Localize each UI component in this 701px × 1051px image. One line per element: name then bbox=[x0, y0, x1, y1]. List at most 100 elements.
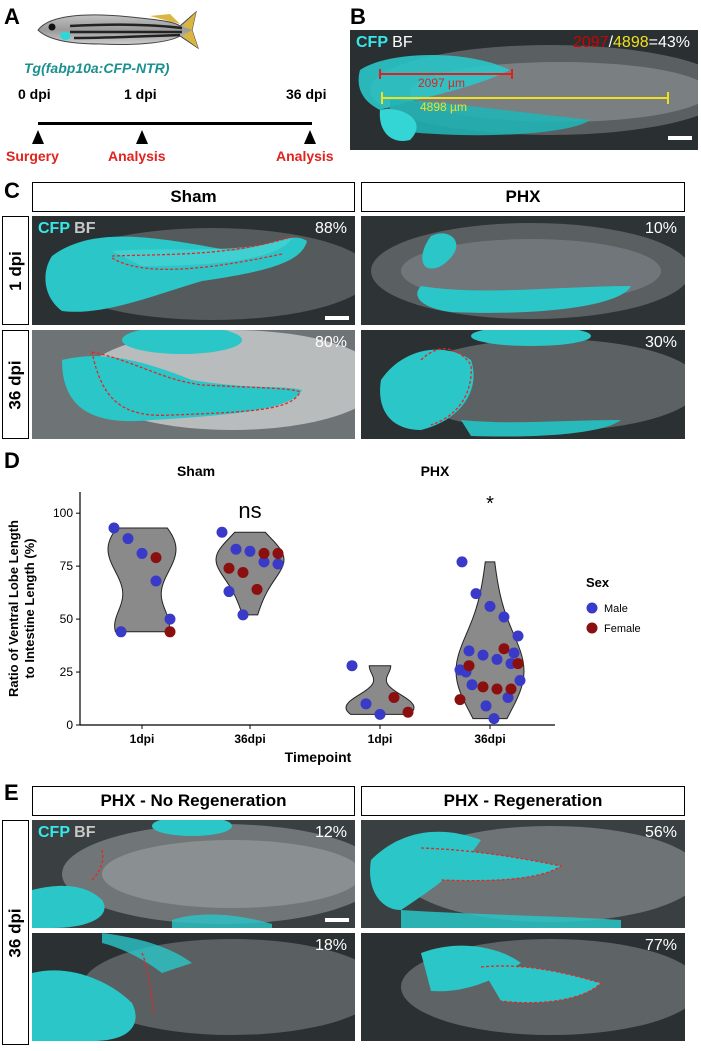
scale-bar bbox=[668, 136, 692, 140]
legend-swatch-male bbox=[586, 602, 598, 614]
panel-a-letter: A bbox=[4, 4, 20, 29]
point-male bbox=[346, 660, 358, 672]
point-female bbox=[454, 694, 466, 706]
timeline-arrow-36dpi bbox=[304, 130, 316, 144]
significance-sham: ns bbox=[238, 498, 261, 523]
point-male bbox=[480, 700, 492, 712]
point-male bbox=[244, 545, 256, 557]
percent-noregen-1: 12% bbox=[314, 824, 347, 841]
percent-sham-1dpi: 88% bbox=[314, 220, 347, 237]
point-male bbox=[122, 533, 134, 545]
y-axis-title: Ratio of Ventral Lobe Length bbox=[6, 520, 21, 697]
point-male bbox=[108, 522, 120, 534]
x-tick-label: 1dpi bbox=[368, 732, 393, 746]
point-female bbox=[223, 562, 235, 574]
point-male bbox=[150, 575, 162, 587]
ratio-slash: / bbox=[608, 34, 614, 51]
x-tick-label: 36dpi bbox=[474, 732, 505, 746]
panel-b-ratio: 2097/4898=43% bbox=[573, 34, 690, 52]
legend-label-male: Male bbox=[604, 603, 628, 615]
timeline-arrow-1dpi bbox=[136, 130, 148, 144]
point-male bbox=[164, 613, 176, 625]
x-tick-label: 1dpi bbox=[130, 732, 155, 746]
facet-label-phx: PHX bbox=[421, 463, 450, 479]
cfp-channel-label: CFP bbox=[38, 220, 70, 237]
point-male bbox=[230, 543, 242, 555]
ratio-percent: =43% bbox=[648, 34, 690, 51]
point-female bbox=[512, 658, 524, 670]
micrograph-noregen-1: CFP BF 12% bbox=[32, 820, 355, 928]
timeline-arrow-0dpi bbox=[32, 130, 44, 144]
point-male bbox=[466, 679, 478, 691]
legend-swatch-female bbox=[586, 622, 598, 634]
percent-noregen-2: 18% bbox=[314, 937, 347, 954]
scale-bar bbox=[325, 918, 349, 922]
y-tick-label: 25 bbox=[60, 665, 74, 679]
timeline-label-36dpi: 36 dpi bbox=[286, 86, 327, 102]
violin-chart: 0 25 50 75 100 Ratio of Ventral Lobe Length to… bbox=[6, 463, 641, 765]
point-male bbox=[374, 708, 386, 720]
x-tick-label: 36dpi bbox=[234, 732, 265, 746]
point-female bbox=[164, 626, 176, 638]
point-male bbox=[514, 675, 526, 687]
point-male bbox=[456, 556, 468, 568]
bf-channel-label: BF bbox=[74, 824, 96, 841]
panel-d-letter: D bbox=[4, 448, 20, 473]
point-male bbox=[508, 647, 520, 659]
point-male bbox=[360, 698, 372, 710]
point-male bbox=[258, 556, 270, 568]
panel-c-letter: C bbox=[4, 178, 20, 203]
micrograph-noregen-2: 18% bbox=[32, 933, 355, 1041]
point-female bbox=[150, 552, 162, 564]
point-male bbox=[223, 586, 235, 598]
point-male bbox=[237, 609, 249, 621]
y-axis-title: to Intestine Length (%) bbox=[22, 538, 37, 678]
timeline-event-analysis-1: Analysis bbox=[108, 148, 166, 164]
timeline-arrows bbox=[32, 130, 316, 144]
significance-phx: * bbox=[486, 493, 494, 515]
y-tick-label: 0 bbox=[66, 718, 73, 732]
point-female bbox=[491, 683, 503, 695]
measure-yellow-label: 4898 µm bbox=[420, 100, 467, 114]
point-female bbox=[272, 547, 284, 559]
panel-c-channel-label: CFP BF bbox=[38, 220, 96, 238]
point-male bbox=[470, 588, 482, 600]
violin-phx-36dpi bbox=[455, 561, 525, 720]
point-male bbox=[115, 626, 127, 638]
percent-regen-1: 56% bbox=[644, 824, 677, 841]
y-tick-label: 50 bbox=[60, 612, 74, 626]
micrograph-phx-1dpi: 10% bbox=[361, 216, 685, 325]
row-label-text: 1 dpi bbox=[5, 250, 25, 291]
micrograph-regen-1: 56% bbox=[361, 820, 685, 928]
point-female bbox=[463, 660, 475, 672]
point-male bbox=[272, 558, 284, 570]
panel-e-letter: E bbox=[4, 780, 19, 805]
point-female bbox=[477, 681, 489, 693]
point-female bbox=[258, 547, 270, 559]
micrograph-phx-36dpi: 30% bbox=[361, 330, 685, 439]
percent-regen-2: 77% bbox=[644, 937, 677, 954]
row-label-text: 36 dpi bbox=[5, 907, 25, 958]
timeline-event-surgery: Surgery bbox=[6, 148, 59, 164]
timeline-event-analysis-2: Analysis bbox=[276, 148, 334, 164]
point-female bbox=[505, 683, 517, 695]
timeline-axis bbox=[38, 122, 312, 125]
violin-phx-1dpi bbox=[345, 665, 415, 715]
violin-sham-36dpi bbox=[215, 531, 285, 616]
bf-channel-label: BF bbox=[392, 34, 413, 51]
panel-e-channel-label: CFP BF bbox=[38, 824, 96, 842]
panel-e-row-36dpi: 36 dpi bbox=[2, 820, 29, 1045]
measure-lines bbox=[379, 69, 669, 104]
point-male bbox=[491, 653, 503, 665]
point-male bbox=[512, 630, 524, 642]
micrograph-sham-1dpi: CFP BF 88% bbox=[32, 216, 355, 325]
point-male bbox=[488, 713, 500, 725]
scale-bar bbox=[325, 316, 349, 320]
facet-label-sham: Sham bbox=[177, 463, 215, 479]
panel-e-header-no-regeneration: PHX - No Regeneration bbox=[32, 786, 355, 816]
micrograph-sham-36dpi: 80% bbox=[32, 330, 355, 439]
percent-phx-1dpi: 10% bbox=[644, 220, 677, 237]
panel-c-row-1dpi: 1 dpi bbox=[2, 216, 29, 325]
panel-b-channel-label: CFP BF bbox=[356, 34, 413, 52]
panel-b-letter: B bbox=[350, 4, 366, 29]
